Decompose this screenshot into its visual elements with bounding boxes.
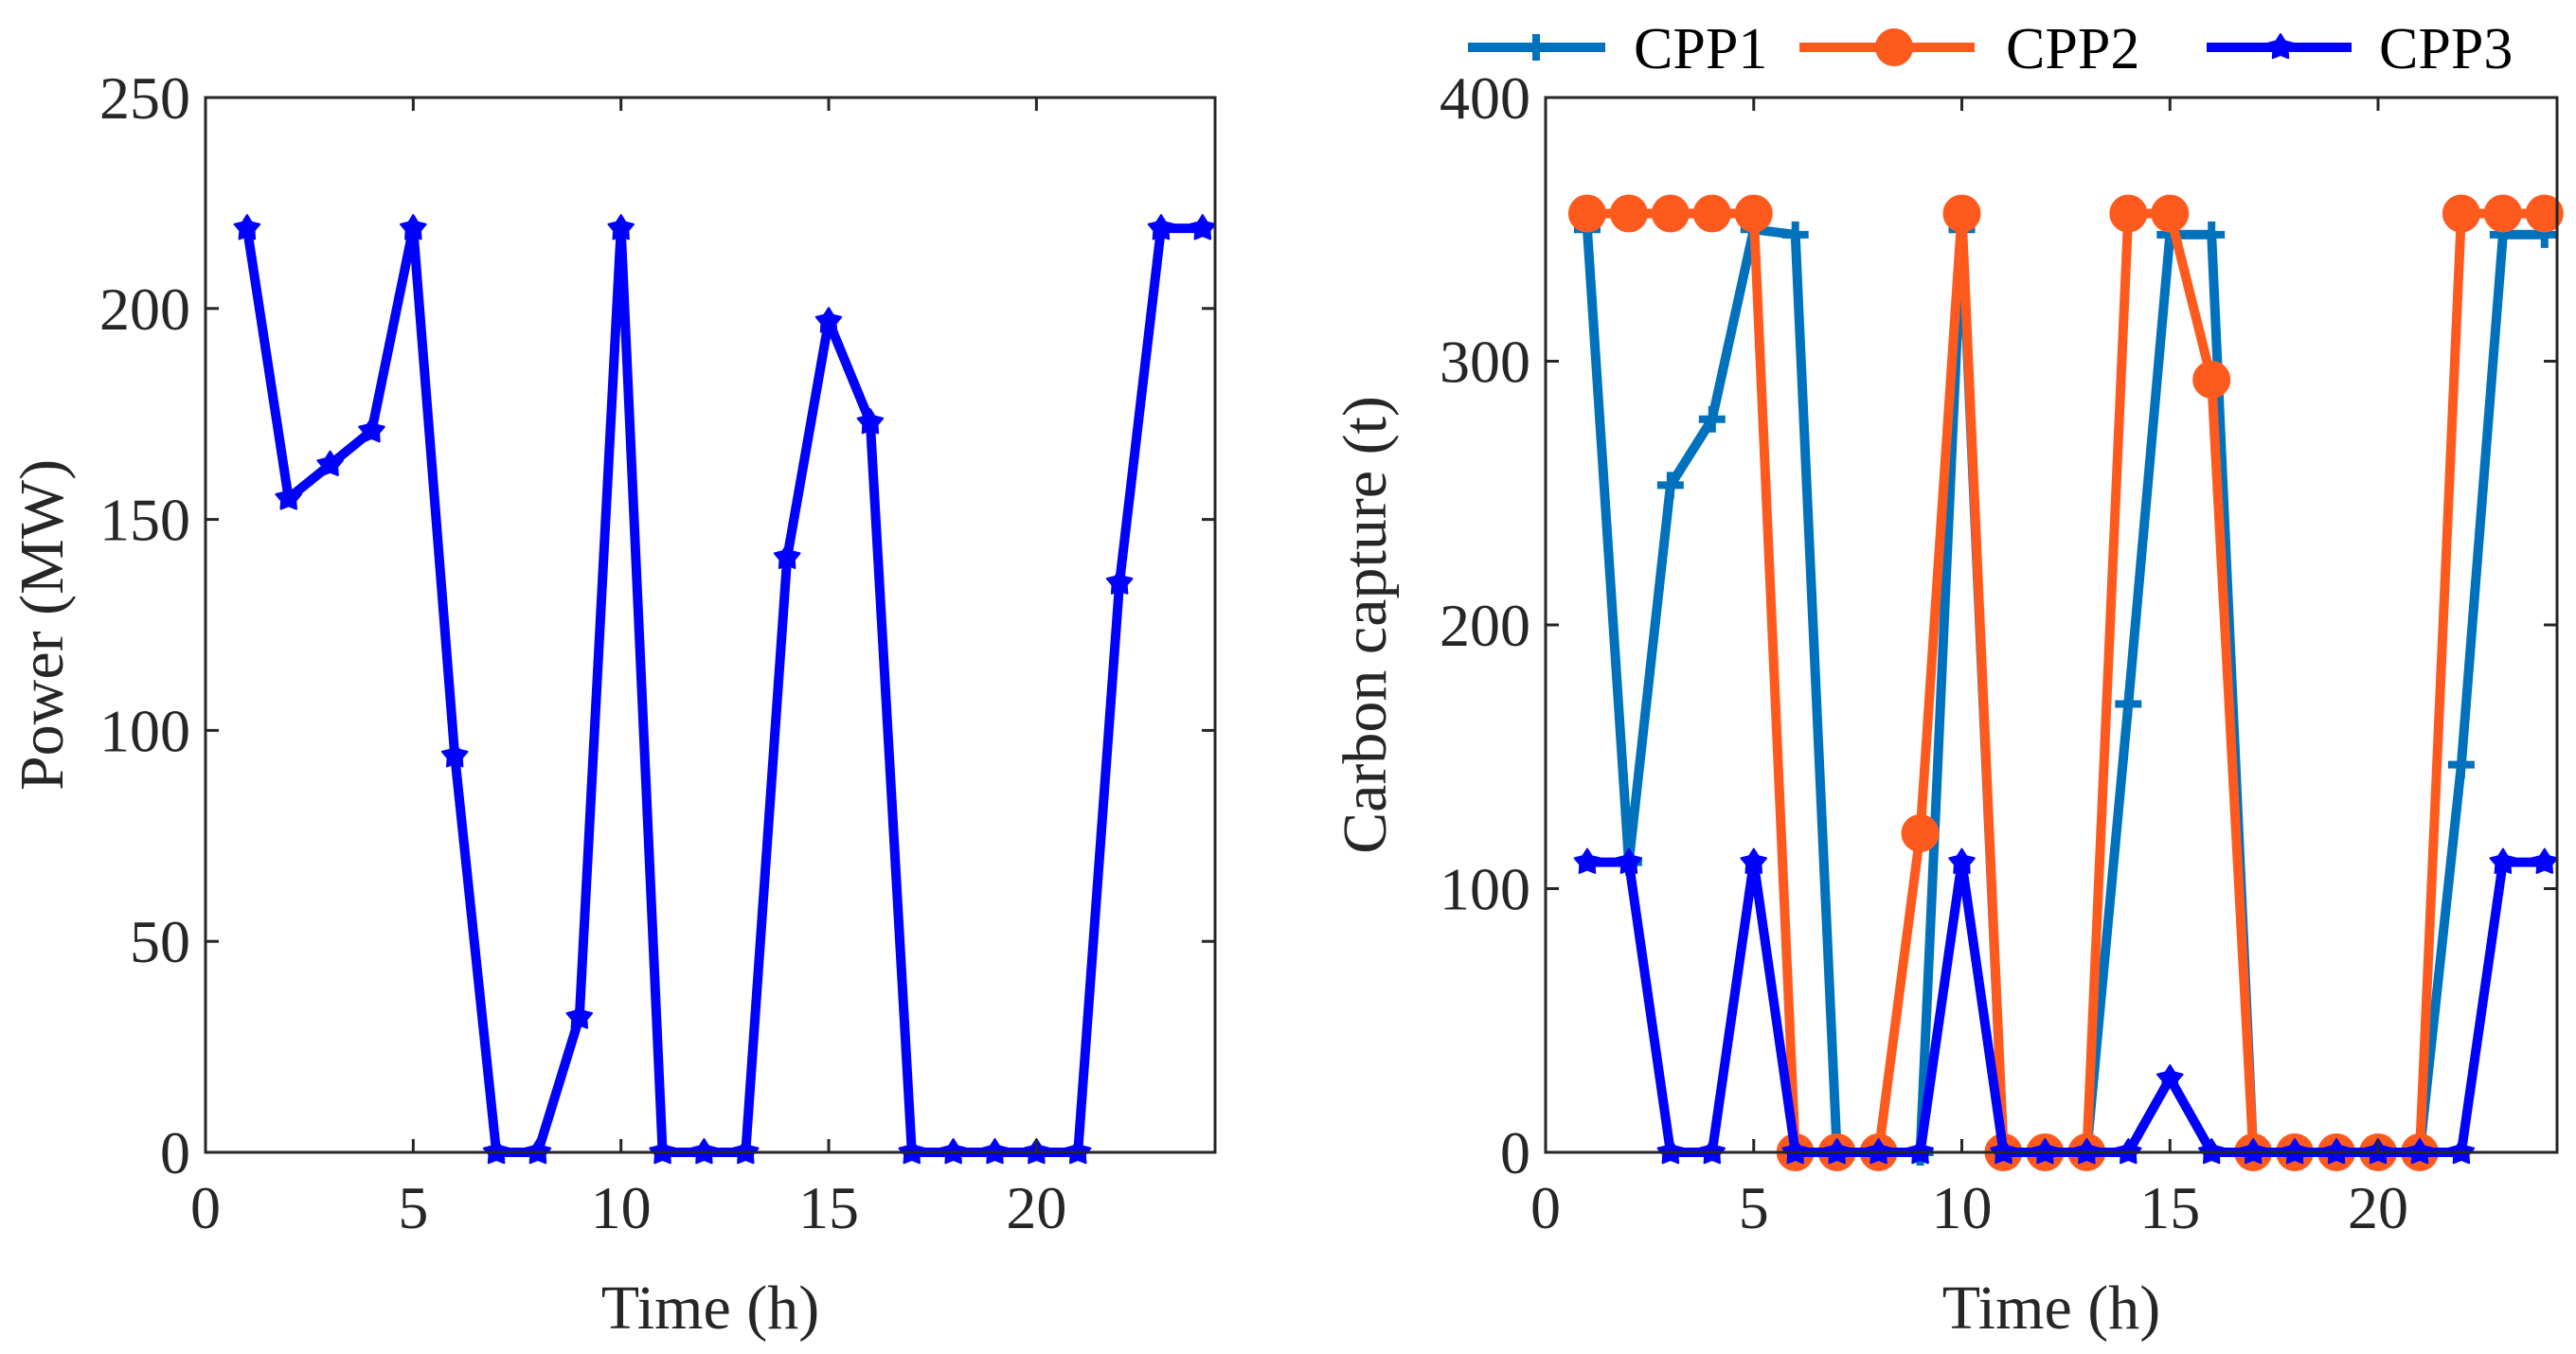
power-point-power xyxy=(275,484,303,510)
carbon-ytick-label: 300 xyxy=(1440,329,1530,396)
power-point-power xyxy=(565,1003,594,1029)
carbon-plot-area xyxy=(1546,98,2557,1152)
carbon-point-cpp3 xyxy=(2489,847,2517,874)
carbon-point-cpp2 xyxy=(2192,360,2231,399)
carbon-point-cpp2 xyxy=(2483,194,2522,233)
carbon-point-cpp2 xyxy=(1942,194,1981,233)
legend-symbol-cpp3 xyxy=(2266,33,2295,60)
carbon-ytick-label: 200 xyxy=(1440,592,1530,659)
power-point-power xyxy=(400,214,427,241)
legend-label-cpp1: CPP1 xyxy=(1634,17,1767,81)
carbon-point-cpp2 xyxy=(1901,814,1940,853)
legend-label-cpp3: CPP3 xyxy=(2379,17,2513,81)
power-ytick-label: 150 xyxy=(99,487,190,554)
carbon-ytick-label: 400 xyxy=(1440,64,1530,132)
legend-entry-cpp1: CPP1 xyxy=(1468,17,1767,81)
carbon-ylabel: Carbon capture (t) xyxy=(1331,396,1400,854)
power-point-power xyxy=(233,214,261,241)
power-xtick-label: 20 xyxy=(1006,1174,1066,1241)
power-point-power xyxy=(814,307,843,333)
carbon-ytick-label: 100 xyxy=(1440,856,1530,923)
power-plot-area xyxy=(206,98,1215,1152)
power-point-power xyxy=(1147,214,1175,241)
legend-entry-cpp3: CPP3 xyxy=(2207,17,2513,81)
carbon-point-cpp1 xyxy=(2198,221,2226,248)
carbon-point-cpp1 xyxy=(1698,405,1726,433)
power-xtick-label: 10 xyxy=(591,1174,652,1241)
carbon-point-cpp2 xyxy=(1734,194,1773,233)
carbon-point-cpp2 xyxy=(1567,194,1606,233)
power-ytick-label: 50 xyxy=(130,908,190,975)
power-point-power xyxy=(440,741,469,768)
carbon-point-cpp2 xyxy=(1692,194,1731,233)
power-point-power xyxy=(358,417,385,443)
legend-symbol-cpp2 xyxy=(1875,28,1913,66)
carbon-point-cpp1 xyxy=(1781,221,1809,248)
power-xlabel: Time (h) xyxy=(601,1274,819,1343)
legend-symbol-cpp1 xyxy=(1523,34,1549,61)
carbon-point-cpp3 xyxy=(1573,847,1601,874)
carbon-point-cpp2 xyxy=(2525,194,2564,233)
carbon-xtick-label: 20 xyxy=(2348,1174,2408,1241)
power-xtick-label: 0 xyxy=(190,1174,221,1241)
carbon-series-cpp2 xyxy=(1567,194,2564,1171)
carbon-point-cpp2 xyxy=(1651,194,1690,233)
carbon-xtick-label: 0 xyxy=(1530,1174,1561,1241)
carbon-point-cpp1 xyxy=(1656,472,1684,499)
carbon-point-cpp3 xyxy=(1948,847,1976,874)
power-ytick-label: 0 xyxy=(160,1119,190,1186)
power-point-power xyxy=(856,408,885,435)
legend-entry-cpp2: CPP2 xyxy=(1799,17,2139,81)
carbon-xlabel: Time (h) xyxy=(1942,1274,2160,1343)
legend-marker-cpp3 xyxy=(2266,33,2295,60)
power-point-power xyxy=(1105,568,1134,595)
carbon-xtick-label: 5 xyxy=(1739,1174,1769,1241)
power-ylabel: Power (MW) xyxy=(8,459,77,791)
carbon-point-cpp3 xyxy=(1740,847,1768,874)
legend-label-cpp2: CPP2 xyxy=(2006,17,2139,81)
power-point-power xyxy=(1189,214,1217,241)
power-point-power xyxy=(773,543,801,569)
carbon-point-cpp1 xyxy=(2115,690,2142,718)
power-xtick-label: 5 xyxy=(398,1174,428,1241)
power-point-power xyxy=(316,450,344,476)
carbon-point-cpp2 xyxy=(2151,194,2190,233)
power-xtick-label: 15 xyxy=(798,1174,859,1241)
carbon-point-cpp3 xyxy=(2156,1064,2184,1091)
power-point-power xyxy=(607,214,635,241)
legend-marker-cpp2 xyxy=(1875,28,1913,66)
power-axes-box xyxy=(204,96,1217,1154)
legend-marker-cpp1 xyxy=(1523,34,1549,61)
carbon-xtick-label: 10 xyxy=(1932,1174,1993,1241)
carbon-xtick-label: 15 xyxy=(2139,1174,2200,1241)
carbon-ytick-label: 0 xyxy=(1500,1119,1530,1186)
carbon-point-cpp2 xyxy=(2109,194,2148,233)
power-ytick-label: 250 xyxy=(99,64,190,132)
carbon-point-cpp3 xyxy=(2531,847,2559,874)
power-ytick-label: 200 xyxy=(99,276,190,343)
carbon-point-cpp3 xyxy=(1615,847,1643,874)
carbon-point-cpp1 xyxy=(2447,751,2475,778)
power-ytick-label: 100 xyxy=(99,697,190,764)
legend: CPP1 CPP2 CPP3 xyxy=(1468,17,2513,81)
carbon-point-cpp2 xyxy=(1609,194,1648,233)
carbon-point-cpp2 xyxy=(2442,194,2480,233)
